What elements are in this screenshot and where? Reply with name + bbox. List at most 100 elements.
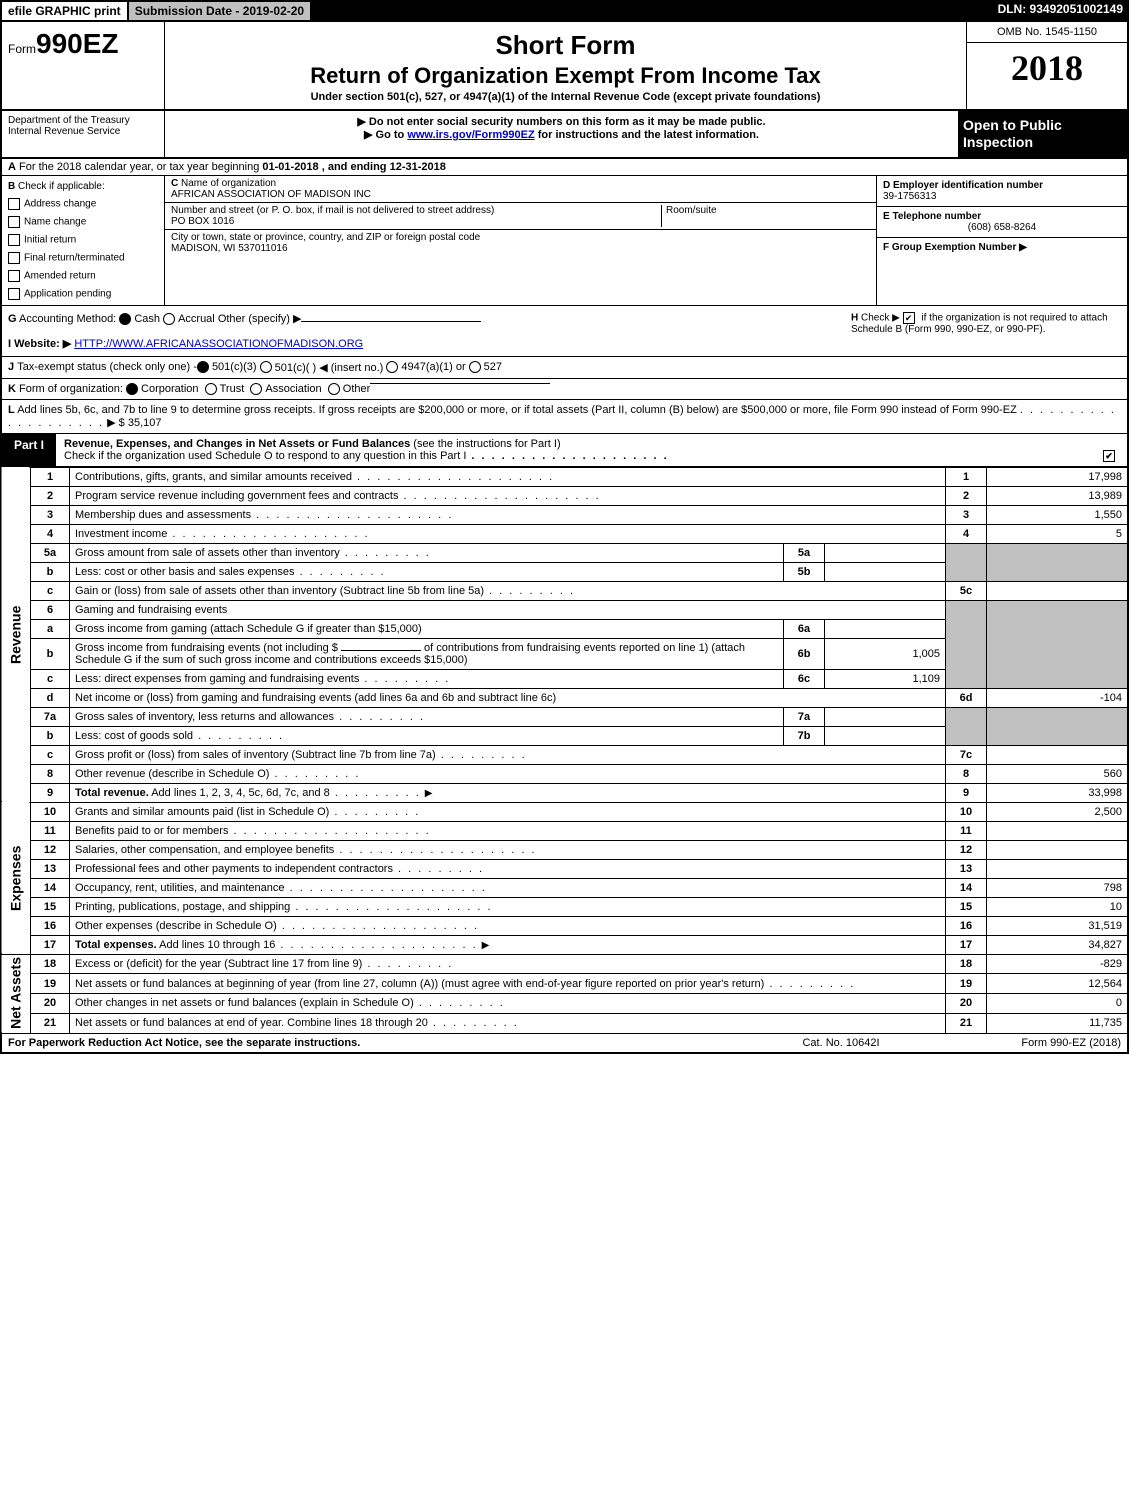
line-19-value: 12,564 bbox=[987, 974, 1129, 994]
part-i-table: Revenue 1 Contributions, gifts, grants, … bbox=[0, 467, 1129, 1034]
line-21-value: 11,735 bbox=[987, 1013, 1129, 1033]
section-l: L Add lines 5b, 6c, and 7b to line 9 to … bbox=[0, 400, 1129, 434]
table-row: 14 Occupancy, rent, utilities, and maint… bbox=[1, 878, 1128, 897]
form-number: 990EZ bbox=[36, 28, 119, 59]
subtitle: Under section 501(c), 527, or 4947(a)(1)… bbox=[171, 91, 960, 103]
table-row: 19 Net assets or fund balances at beginn… bbox=[1, 974, 1128, 994]
entity-block: B Check if applicable: Address change Na… bbox=[0, 176, 1129, 306]
table-row: 4 Investment income 4 5 bbox=[1, 524, 1128, 543]
501c-radio[interactable] bbox=[260, 361, 272, 373]
tax-year-begin: 01-01-2018 bbox=[262, 161, 318, 173]
table-row: d Net income or (loss) from gaming and f… bbox=[1, 688, 1128, 707]
table-row: 3 Membership dues and assessments 3 1,55… bbox=[1, 505, 1128, 524]
header-right-box: OMB No. 1545-1150 2018 bbox=[966, 22, 1127, 109]
accounting-accrual-radio[interactable] bbox=[163, 313, 175, 325]
table-row: c Gain or (loss) from sale of assets oth… bbox=[1, 581, 1128, 600]
501c3-radio[interactable] bbox=[197, 361, 209, 373]
table-row: 17 Total expenses. Add lines 10 through … bbox=[1, 935, 1128, 954]
schedule-b-checkbox[interactable] bbox=[903, 312, 915, 324]
table-row: 6 Gaming and fundraising events bbox=[1, 600, 1128, 619]
form-title-box: Short Form Return of Organization Exempt… bbox=[165, 22, 966, 109]
form-id-box: Form990EZ bbox=[2, 22, 165, 109]
part-i-header: Part I Revenue, Expenses, and Changes in… bbox=[0, 434, 1129, 467]
table-row: 8 Other revenue (describe in Schedule O)… bbox=[1, 764, 1128, 783]
line-7b-value bbox=[825, 726, 946, 745]
address-change-checkbox[interactable] bbox=[8, 198, 20, 210]
section-c-entity: C Name of organization AFRICAN ASSOCIATI… bbox=[165, 176, 876, 305]
page-footer: For Paperwork Reduction Act Notice, see … bbox=[0, 1034, 1129, 1054]
form-ref: Form 990-EZ (2018) bbox=[941, 1037, 1121, 1049]
table-row: 11 Benefits paid to or for members 11 bbox=[1, 821, 1128, 840]
accounting-cash-radio[interactable] bbox=[119, 313, 131, 325]
other-radio[interactable] bbox=[328, 383, 340, 395]
line-20-value: 0 bbox=[987, 994, 1129, 1014]
corp-radio[interactable] bbox=[126, 383, 138, 395]
line-6d-value: -104 bbox=[987, 688, 1129, 707]
paperwork-notice: For Paperwork Reduction Act Notice, see … bbox=[8, 1037, 741, 1049]
short-form-title: Short Form bbox=[171, 30, 960, 61]
submission-date: Submission Date - 2019-02-20 bbox=[129, 0, 312, 22]
open-to-public: Open to Public Inspection bbox=[958, 111, 1127, 157]
line-13-value bbox=[987, 859, 1129, 878]
instructions-box: ▶ Do not enter social security numbers o… bbox=[165, 111, 958, 157]
application-pending-checkbox[interactable] bbox=[8, 288, 20, 300]
irs-link[interactable]: www.irs.gov/Form990EZ bbox=[407, 129, 534, 141]
table-row: 7a Gross sales of inventory, less return… bbox=[1, 707, 1128, 726]
table-row: Expenses 10 Grants and similar amounts p… bbox=[1, 802, 1128, 821]
dept-irs: Internal Revenue Service bbox=[8, 126, 158, 137]
cat-no: Cat. No. 10642I bbox=[741, 1037, 941, 1049]
final-return-checkbox[interactable] bbox=[8, 252, 20, 264]
line-14-value: 798 bbox=[987, 878, 1129, 897]
efile-graphic-print: efile GRAPHIC print bbox=[0, 0, 129, 22]
trust-radio[interactable] bbox=[205, 383, 217, 395]
expenses-vlabel: Expenses bbox=[1, 802, 31, 954]
section-k: K Form of organization: Corporation Trus… bbox=[0, 379, 1129, 400]
dept-row: Department of the Treasury Internal Reve… bbox=[0, 111, 1129, 159]
527-radio[interactable] bbox=[469, 361, 481, 373]
table-row: Net Assets 18 Excess or (deficit) for th… bbox=[1, 954, 1128, 974]
line-15-value: 10 bbox=[987, 897, 1129, 916]
website-link[interactable]: HTTP://WWW.AFRICANASSOCIATIONOFMADISON.O… bbox=[74, 338, 363, 350]
omb-number: OMB No. 1545-1150 bbox=[967, 22, 1127, 43]
amended-return-checkbox[interactable] bbox=[8, 270, 20, 282]
department-box: Department of the Treasury Internal Reve… bbox=[2, 111, 165, 157]
table-row: c Gross profit or (loss) from sales of i… bbox=[1, 745, 1128, 764]
table-row: 12 Salaries, other compensation, and emp… bbox=[1, 840, 1128, 859]
initial-return-checkbox[interactable] bbox=[8, 234, 20, 246]
room-suite-box: Room/suite bbox=[661, 205, 870, 227]
part-i-label: Part I bbox=[2, 434, 56, 466]
table-row: 5a Gross amount from sale of assets othe… bbox=[1, 543, 1128, 562]
telephone: (608) 658-8264 bbox=[883, 222, 1121, 233]
line-6b-value: 1,005 bbox=[825, 638, 946, 669]
tax-year: 2018 bbox=[967, 43, 1127, 93]
table-row: 9 Total revenue. Total revenue. Add line… bbox=[1, 783, 1128, 802]
form-prefix: Form bbox=[8, 42, 36, 56]
entity-right-box: D Employer identification number 39-1756… bbox=[876, 176, 1127, 305]
table-row: 15 Printing, publications, postage, and … bbox=[1, 897, 1128, 916]
section-j: J Tax-exempt status (check only one) - 5… bbox=[0, 357, 1129, 379]
line-1-value: 17,998 bbox=[987, 467, 1129, 486]
dept-treasury: Department of the Treasury bbox=[8, 115, 158, 126]
line-7a-value bbox=[825, 707, 946, 726]
table-row: 16 Other expenses (describe in Schedule … bbox=[1, 916, 1128, 935]
name-change-checkbox[interactable] bbox=[8, 216, 20, 228]
dln: DLN: 93492051002149 bbox=[992, 0, 1129, 22]
4947-radio[interactable] bbox=[386, 361, 398, 373]
part-i-schedule-o-checkbox[interactable] bbox=[1103, 450, 1115, 462]
line-9-value: 33,998 bbox=[987, 783, 1129, 802]
assoc-radio[interactable] bbox=[250, 383, 262, 395]
section-a-tax-year: A For the 2018 calendar year, or tax yea… bbox=[0, 159, 1129, 176]
line-3-value: 1,550 bbox=[987, 505, 1129, 524]
line-5c-value bbox=[987, 581, 1129, 600]
section-b-checkboxes: B Check if applicable: Address change Na… bbox=[2, 176, 165, 305]
table-row: 21 Net assets or fund balances at end of… bbox=[1, 1013, 1128, 1033]
org-name: AFRICAN ASSOCIATION OF MADISON INC bbox=[171, 189, 371, 200]
netassets-vlabel: Net Assets bbox=[1, 954, 31, 1033]
table-row: 13 Professional fees and other payments … bbox=[1, 859, 1128, 878]
line-2-value: 13,989 bbox=[987, 486, 1129, 505]
main-title: Return of Organization Exempt From Incom… bbox=[171, 63, 960, 89]
line-5b-value bbox=[825, 562, 946, 581]
org-city: MADISON, WI 537011016 bbox=[171, 243, 288, 254]
line-11-value bbox=[987, 821, 1129, 840]
table-row: Revenue 1 Contributions, gifts, grants, … bbox=[1, 467, 1128, 486]
